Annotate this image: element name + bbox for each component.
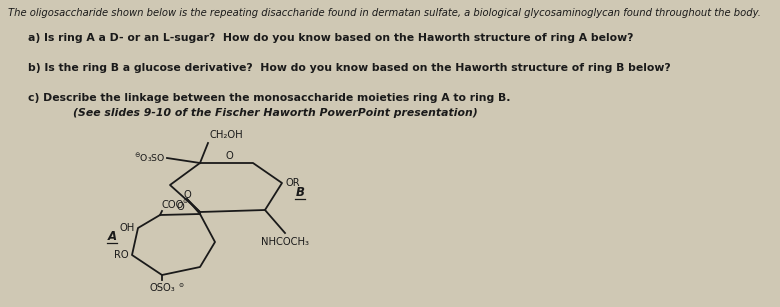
- Text: OR: OR: [286, 178, 300, 188]
- Text: OH: OH: [120, 223, 135, 233]
- Text: $^{\ominus}$: $^{\ominus}$: [178, 283, 185, 292]
- Text: b) Is the ring B a glucose derivative?  How do you know based on the Haworth str: b) Is the ring B a glucose derivative? H…: [28, 63, 671, 73]
- Text: B: B: [296, 186, 304, 200]
- Text: (See slides 9-10 of the Fischer Haworth PowerPoint presentation): (See slides 9-10 of the Fischer Haworth …: [28, 108, 477, 118]
- Text: O: O: [225, 151, 233, 161]
- Text: OSO₃: OSO₃: [149, 283, 175, 293]
- Text: $^{\ominus}$O₃SO: $^{\ominus}$O₃SO: [133, 152, 165, 164]
- Text: O: O: [183, 190, 191, 200]
- Text: RO: RO: [115, 250, 129, 260]
- Text: O: O: [176, 203, 184, 212]
- Text: The oligosaccharide shown below is the repeating disaccharide found in dermatan : The oligosaccharide shown below is the r…: [8, 8, 760, 18]
- Text: c) Describe the linkage between the monosaccharide moieties ring A to ring B.: c) Describe the linkage between the mono…: [28, 93, 510, 103]
- Text: a) Is ring A a D- or an L-sugar?  How do you know based on the Haworth structure: a) Is ring A a D- or an L-sugar? How do …: [28, 33, 633, 43]
- Text: CH₂OH: CH₂OH: [210, 130, 243, 140]
- Text: COO: COO: [162, 200, 184, 210]
- Text: $^{\ominus}$: $^{\ominus}$: [182, 198, 189, 207]
- Text: A: A: [108, 231, 116, 243]
- Text: NHCOCH₃: NHCOCH₃: [261, 237, 309, 247]
